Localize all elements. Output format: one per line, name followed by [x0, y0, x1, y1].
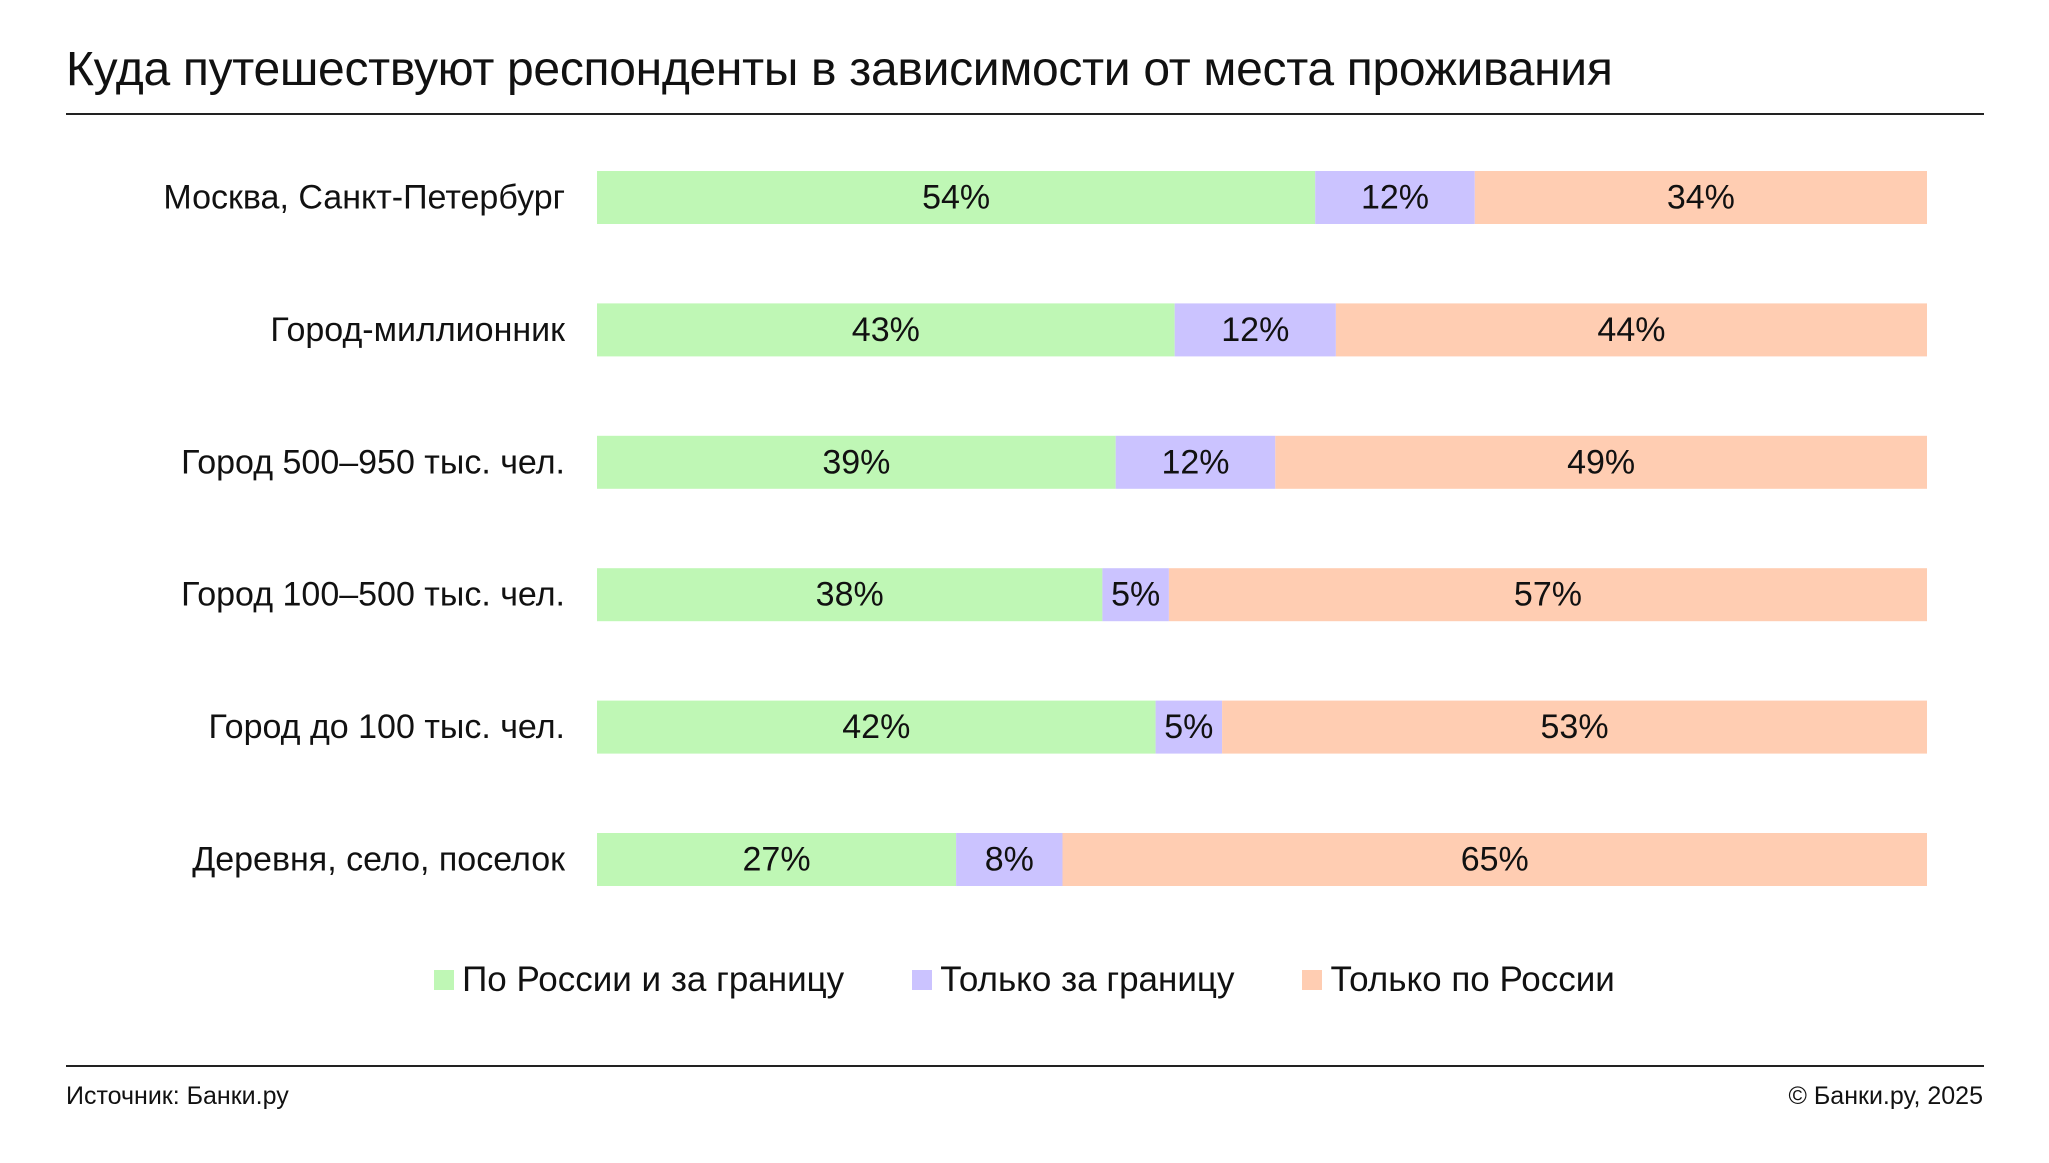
bar-row: Город-миллионник 43% 12% 44% [270, 303, 1927, 357]
bar-row: Город 100–500 тыс. чел. 38% 5% 57% [181, 568, 1927, 622]
legend-label-russia-only: Только по России [1330, 960, 1615, 999]
legend-label-abroad-only: Только за границу [940, 960, 1235, 999]
data-label: 42% [842, 708, 910, 746]
bar-segment-russia-only [1168, 568, 1927, 622]
legend-label-russia-and-abroad: По России и за границу [462, 960, 845, 999]
bar-row: Город до 100 тыс. чел. 42% 5% 53% [209, 700, 1927, 754]
legend-swatch-russia-only [1302, 970, 1323, 990]
data-label: 38% [816, 576, 884, 614]
bar-segment-russia-only [1474, 171, 1927, 224]
data-label: 12% [1161, 443, 1229, 481]
legend-swatch-russia-and-abroad [434, 970, 455, 990]
bar-row: Москва, Санкт-Петербург 54% 12% 34% [163, 171, 1927, 224]
data-label: 8% [985, 841, 1034, 879]
category-label: Город до 100 тыс. чел. [209, 708, 565, 746]
bar-row: Деревня, село, поселок 27% 8% 65% [192, 833, 1927, 886]
data-label: 49% [1567, 443, 1635, 481]
data-label: 12% [1361, 179, 1429, 217]
category-label: Город 500–950 тыс. чел. [181, 443, 565, 481]
data-label: 39% [822, 443, 890, 481]
bar-segment-abroad-only [1115, 435, 1276, 489]
data-label: 27% [743, 841, 811, 879]
data-label: 5% [1164, 708, 1213, 746]
bar-segment-abroad-only [1315, 171, 1475, 224]
bar-segment-russia-and-abroad [597, 833, 957, 886]
copyright-note: © Банки.ру, 2025 [1788, 1082, 1983, 1110]
bar-segment-abroad-only [956, 833, 1063, 886]
bar-segment-abroad-only [1102, 568, 1169, 622]
bar-segment-russia-and-abroad [597, 435, 1116, 489]
bar-segment-russia-and-abroad [597, 171, 1316, 224]
bar-segment-russia-and-abroad [597, 700, 1156, 754]
bar-segment-russia-only [1335, 303, 1927, 357]
bar-segment-russia-only [1062, 833, 1927, 886]
legend: По России и за границу Только за границу… [0, 960, 2049, 1000]
source-note: Источник: Банки.ру [66, 1082, 289, 1110]
data-label: 12% [1221, 311, 1289, 349]
legend-item-abroad-only: Только за границу [912, 960, 1234, 1000]
bar-segment-abroad-only [1155, 700, 1223, 754]
bar-segment-abroad-only [1174, 303, 1336, 357]
bar-segment-russia-and-abroad [597, 303, 1175, 357]
stacked-bar-chart: Москва, Санкт-Петербург 54% 12% 34% Город-ми… [163, 171, 1927, 886]
bottom-divider [66, 1065, 1984, 1067]
chart-title: Куда путешествуют респонденты в зависимо… [66, 43, 1613, 96]
bar-segment-russia-only [1275, 435, 1927, 489]
data-label: 54% [922, 179, 990, 217]
category-label: Москва, Санкт-Петербург [163, 179, 565, 217]
data-label: 65% [1461, 841, 1529, 879]
bar-segment-russia-only [1222, 700, 1927, 754]
data-label: 34% [1667, 179, 1735, 217]
legend-swatch-abroad-only [912, 970, 933, 990]
category-label: Город-миллионник [270, 311, 566, 349]
data-label: 57% [1514, 576, 1582, 614]
category-label: Деревня, село, поселок [192, 841, 566, 879]
top-divider [66, 113, 1984, 115]
legend-item-russia-and-abroad: По России и за границу [434, 960, 844, 1000]
data-label: 43% [852, 311, 920, 349]
bar-row: Город 500–950 тыс. чел. 39% 12% 49% [181, 435, 1927, 489]
category-label: Город 100–500 тыс. чел. [181, 576, 565, 614]
data-label: 5% [1111, 576, 1160, 614]
data-label: 44% [1597, 311, 1665, 349]
data-label: 53% [1541, 708, 1609, 746]
bar-segment-russia-and-abroad [597, 568, 1103, 622]
legend-item-russia-only: Только по России [1302, 960, 1615, 1000]
